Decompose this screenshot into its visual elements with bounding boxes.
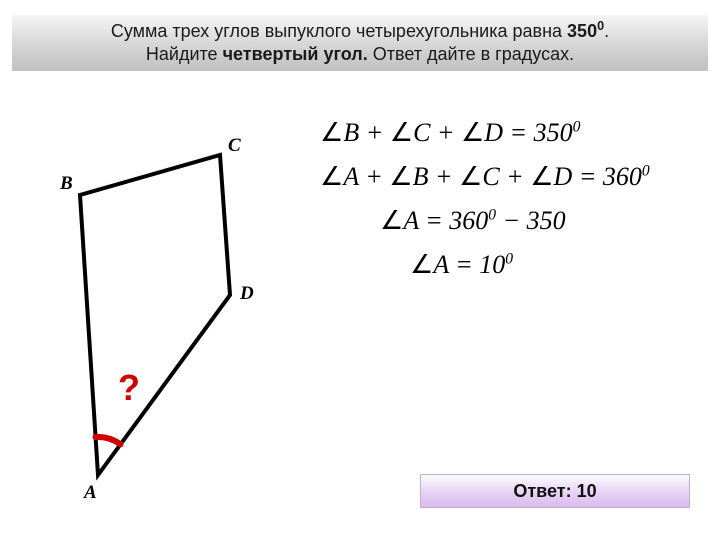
problem-line1-post: . xyxy=(604,21,609,41)
problem-line1-pre: Сумма трех углов выпуклого четырехугольн… xyxy=(111,21,567,41)
problem-banner: Сумма трех углов выпуклого четырехугольн… xyxy=(12,15,708,71)
vertex-label-a: A xyxy=(84,482,97,504)
answer-value: 10 xyxy=(577,481,597,501)
answer-label: Ответ: xyxy=(513,481,576,501)
question-mark: ? xyxy=(118,367,140,409)
problem-line2-pre: Найдите xyxy=(146,44,223,64)
vertex-label-d: D xyxy=(240,283,254,305)
vertex-label-b: B xyxy=(60,173,73,195)
geometry-diagram: A B C D ? xyxy=(60,135,290,495)
problem-line1-bold: 350 xyxy=(567,21,597,41)
problem-line2-bold: четвертый угол. xyxy=(223,44,368,64)
vertex-label-c: C xyxy=(228,135,241,157)
equation-row: ∠B + ∠C + ∠D = 3500 xyxy=(320,118,650,148)
problem-line2-post: Ответ дайте в градусах. xyxy=(368,44,574,64)
answer-box: Ответ: 10 xyxy=(420,474,690,508)
equation-row: ∠A = 3600 − 350 xyxy=(380,206,650,236)
equation-row: ∠A = 100 xyxy=(410,250,650,280)
equation-row: ∠A + ∠B + ∠C + ∠D = 3600 xyxy=(320,162,650,192)
quadrilateral-svg xyxy=(60,135,290,505)
equations-block: ∠B + ∠C + ∠D = 3500 ∠A + ∠B + ∠C + ∠D = 3… xyxy=(320,118,650,294)
